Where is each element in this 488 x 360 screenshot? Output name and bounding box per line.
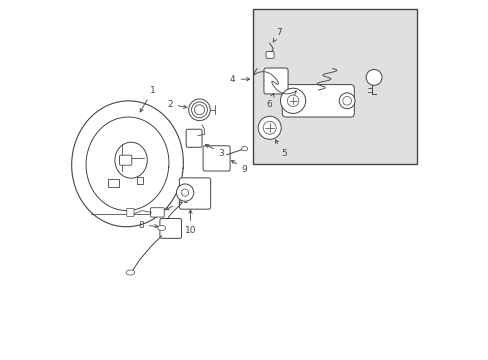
FancyBboxPatch shape — [160, 219, 181, 238]
Circle shape — [339, 93, 354, 109]
Text: 6: 6 — [265, 93, 273, 109]
Ellipse shape — [126, 270, 134, 275]
FancyBboxPatch shape — [265, 51, 273, 58]
FancyBboxPatch shape — [126, 208, 134, 216]
Text: 4: 4 — [229, 75, 249, 84]
FancyBboxPatch shape — [150, 208, 164, 217]
Circle shape — [366, 69, 381, 85]
Ellipse shape — [241, 147, 247, 151]
Text: 3: 3 — [205, 145, 224, 158]
Text: 8: 8 — [138, 220, 158, 230]
Circle shape — [181, 189, 188, 196]
Text: 7: 7 — [273, 28, 281, 42]
FancyBboxPatch shape — [179, 178, 210, 209]
Text: 11: 11 — [165, 197, 189, 210]
FancyBboxPatch shape — [282, 85, 354, 117]
Bar — [253, 9, 416, 164]
FancyBboxPatch shape — [136, 177, 142, 184]
Circle shape — [287, 95, 298, 107]
Text: 9: 9 — [231, 161, 247, 174]
FancyBboxPatch shape — [107, 179, 119, 187]
Circle shape — [176, 184, 193, 201]
Text: 10: 10 — [184, 210, 196, 235]
Text: 5: 5 — [275, 140, 286, 158]
FancyBboxPatch shape — [186, 129, 202, 147]
Circle shape — [280, 88, 305, 113]
Circle shape — [263, 121, 276, 134]
Text: 2: 2 — [166, 100, 186, 109]
FancyBboxPatch shape — [203, 146, 230, 171]
Circle shape — [258, 116, 281, 139]
Circle shape — [342, 96, 351, 105]
FancyBboxPatch shape — [120, 155, 132, 165]
Ellipse shape — [115, 142, 147, 178]
Text: 1: 1 — [140, 86, 155, 112]
FancyBboxPatch shape — [264, 68, 287, 94]
Ellipse shape — [158, 225, 165, 230]
